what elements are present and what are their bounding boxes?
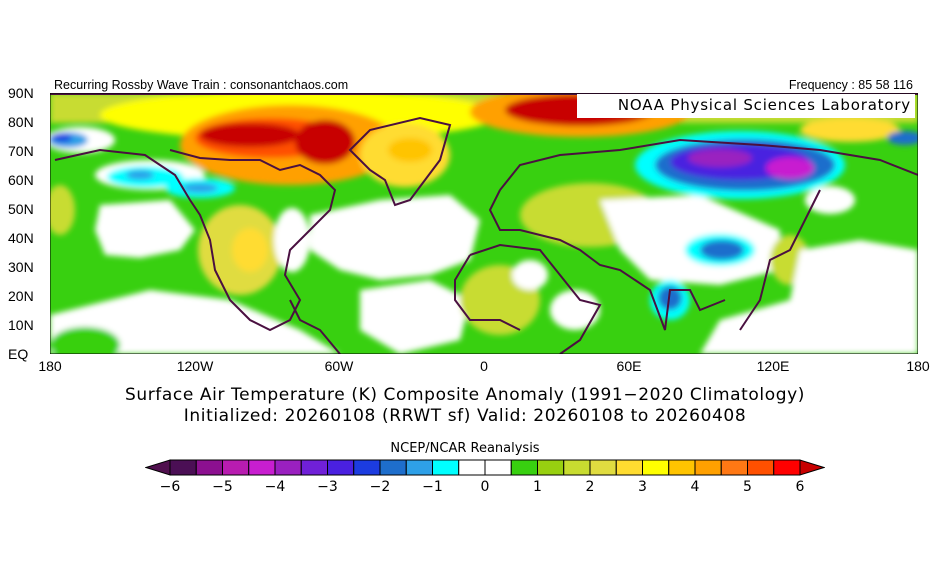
colorbar-box xyxy=(747,459,775,476)
lat-label: 20N xyxy=(8,288,34,304)
lat-label: 60N xyxy=(8,172,34,188)
colorbar-label: 1 xyxy=(533,479,542,495)
colorbar-under-arrow xyxy=(145,459,171,476)
colorbar-over-arrow xyxy=(799,459,825,476)
colorbar-box xyxy=(327,459,355,476)
colorbar-box xyxy=(668,459,696,476)
colorbar-box xyxy=(720,459,748,476)
lat-label: 80N xyxy=(8,114,34,130)
colorbar-label: −5 xyxy=(212,479,233,495)
lat-label: 50N xyxy=(8,201,34,217)
colorbar-label: −6 xyxy=(159,479,181,495)
lon-label: 120W xyxy=(176,358,214,374)
colorbar-box xyxy=(589,459,617,476)
colorbar-label: 3 xyxy=(638,479,647,495)
lat-label: 40N xyxy=(8,230,34,246)
lon-label: 120E xyxy=(756,358,790,374)
colorbar-label: 4 xyxy=(690,479,700,495)
colorbar-label: 2 xyxy=(585,479,595,495)
colorbar xyxy=(145,459,825,476)
colorbar-box xyxy=(537,459,565,476)
colorbar-box xyxy=(484,459,512,476)
map-subtitle-left: Recurring Rossby Wave Train : consonantc… xyxy=(54,78,349,92)
colorbar-box xyxy=(353,459,381,476)
colorbar-title: NCEP/NCAR Reanalysis xyxy=(390,441,540,456)
colorbar-label: −4 xyxy=(264,479,286,495)
temperature-anomaly-map xyxy=(50,93,918,354)
colorbar-box xyxy=(248,459,276,476)
colorbar-box xyxy=(694,459,722,476)
noaa-watermark: NOAA Physical Sciences Laboratory xyxy=(577,94,915,118)
colorbar-box xyxy=(642,459,670,476)
lat-label: 70N xyxy=(8,143,34,159)
colorbar-box xyxy=(274,459,302,476)
colorbar-label: −1 xyxy=(422,479,443,495)
colorbar-box xyxy=(563,459,591,476)
lon-label: 180 xyxy=(906,358,930,374)
colorbar-box xyxy=(615,459,643,476)
map-title: Surface Air Temperature (K) Composite An… xyxy=(124,385,806,405)
colorbar-box xyxy=(222,459,250,476)
colorbar-label: −2 xyxy=(369,479,391,495)
colorbar-box xyxy=(510,459,538,476)
lon-label: 60W xyxy=(324,358,354,374)
lat-label: 30N xyxy=(8,259,34,275)
colorbar-box xyxy=(432,459,460,476)
colorbar-label: 6 xyxy=(795,479,805,495)
coastlines xyxy=(54,116,918,354)
lon-label: 180 xyxy=(38,358,62,374)
colorbar-label: 5 xyxy=(743,479,752,495)
colorbar-label: −3 xyxy=(317,479,338,495)
frequency-label: Frequency : 85 58 116 xyxy=(788,78,913,92)
lon-label: 60E xyxy=(616,358,642,374)
lat-label: EQ xyxy=(8,346,29,362)
colorbar-box xyxy=(169,459,197,476)
colorbar-box xyxy=(405,459,433,476)
colorbar-box xyxy=(379,459,407,476)
colorbar-box xyxy=(300,459,328,476)
lon-label: 0 xyxy=(480,358,488,374)
lat-label: 10N xyxy=(8,317,34,333)
colorbar-box xyxy=(195,459,223,476)
map-validity: Initialized: 20260108 (RRWT sf) Valid: 2… xyxy=(183,406,747,426)
colorbar-box xyxy=(773,459,801,476)
colorbar-box xyxy=(458,459,486,476)
colorbar-label: 0 xyxy=(480,479,490,495)
lat-label: 90N xyxy=(8,85,34,101)
